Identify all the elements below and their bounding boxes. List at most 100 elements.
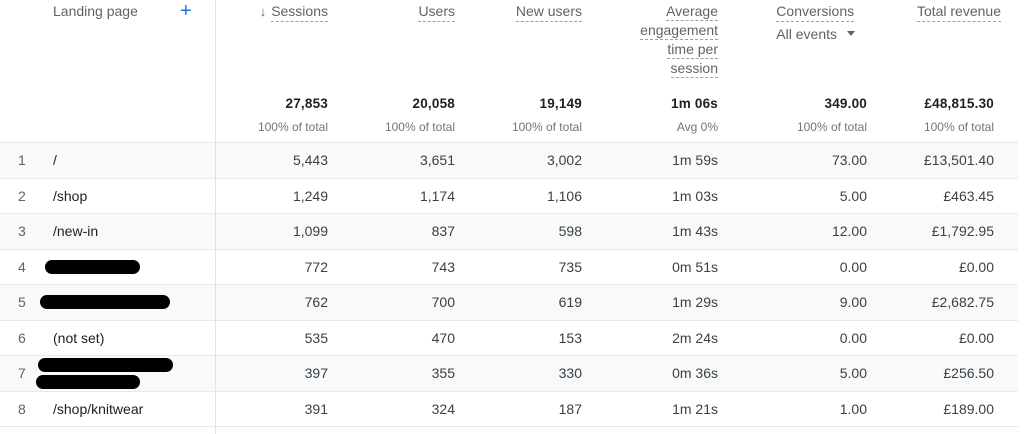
column-label-avg-engagement-line1: Average [666, 3, 718, 21]
table-row[interactable]: 4 772 743 735 0m 51s 0.00 £0.00 [0, 250, 1018, 285]
total-avg-engagement-sub: Avg 0% [676, 120, 718, 134]
row-number: 6 [18, 329, 26, 346]
table-row[interactable]: 7 397 355 330 0m 36s 5.00 £256.50 [0, 356, 1018, 392]
cell-sessions: 772 [304, 258, 328, 275]
column-header-conversions[interactable]: Conversions All events [776, 2, 855, 44]
total-users: 20,058 [412, 96, 455, 111]
landing-page-link[interactable]: /shop/knitwear [53, 400, 144, 417]
cell-avg-engagement: 1m 21s [672, 400, 718, 417]
row-number: 8 [18, 400, 26, 417]
conversion-event-selector[interactable]: All events [776, 25, 855, 44]
redaction-bar [40, 295, 170, 310]
cell-conversions: 5.00 [839, 187, 867, 204]
cell-new-users: 153 [558, 329, 582, 346]
cell-avg-engagement: 1m 03s [672, 187, 718, 204]
conversion-event-selector-value: All events [776, 26, 837, 42]
column-header-new-users[interactable]: New users [515, 2, 582, 22]
row-number: 5 [18, 294, 26, 311]
cell-total-revenue: £0.00 [958, 329, 994, 346]
cell-total-revenue: £189.00 [943, 400, 994, 417]
row-number: 1 [18, 152, 26, 169]
redaction-bar [36, 374, 140, 389]
table-body: 1 / 5,443 3,651 3,002 1m 59s 73.00 £13,5… [0, 143, 1018, 427]
dimension-header-landing-page[interactable]: Landing page [53, 3, 138, 19]
total-sessions-sub: 100% of total [257, 120, 328, 134]
redacted-landing-page[interactable] [0, 285, 215, 320]
column-header-users[interactable]: Users [418, 2, 455, 22]
cell-total-revenue: £1,792.95 [931, 223, 994, 240]
column-label-sessions: Sessions [271, 2, 328, 22]
redacted-landing-page[interactable] [0, 250, 215, 285]
sort-descending-arrow-icon[interactable]: ↓ [259, 4, 267, 19]
cell-new-users: 187 [558, 400, 582, 417]
cell-users: 355 [431, 365, 455, 382]
total-users-sub: 100% of total [384, 120, 455, 134]
table-row[interactable]: 5 762 700 619 1m 29s 9.00 £2,682.75 [0, 285, 1018, 321]
cell-sessions: 5,443 [292, 152, 328, 169]
cell-avg-engagement: 0m 51s [672, 258, 718, 275]
cell-total-revenue: £463.45 [943, 187, 994, 204]
row-number: 3 [18, 223, 26, 240]
cell-sessions: 1,099 [292, 223, 328, 240]
column-label-avg-engagement-line4: session [670, 60, 718, 78]
dropdown-caret-icon [847, 30, 855, 36]
cell-users: 324 [431, 400, 455, 417]
cell-conversions: 0.00 [839, 329, 867, 346]
column-header-sessions[interactable]: ↓ Sessions [260, 2, 328, 22]
cell-new-users: 330 [558, 365, 582, 382]
total-conversions: 349.00 [824, 96, 867, 111]
total-revenue: £48,815.30 [924, 96, 994, 111]
cell-avg-engagement: 1m 59s [672, 152, 718, 169]
column-label-avg-engagement-line2: engagement [640, 22, 718, 40]
cell-users: 1,174 [419, 187, 455, 204]
column-header-total-revenue[interactable]: Total revenue [916, 2, 1001, 22]
table-header: Landing page + ↓ Sessions Users New users… [0, 0, 1018, 143]
table-row[interactable]: 6 (not set) 535 470 153 2m 24s 0.00 £0.0… [0, 321, 1018, 356]
cell-conversions: 12.00 [831, 223, 867, 240]
cell-sessions: 535 [304, 329, 328, 346]
cell-new-users: 598 [558, 223, 582, 240]
cell-total-revenue: £13,501.40 [923, 152, 994, 169]
total-sessions: 27,853 [285, 96, 328, 111]
table-row[interactable]: 1 / 5,443 3,651 3,002 1m 59s 73.00 £13,5… [0, 143, 1018, 179]
cell-conversions: 9.00 [839, 294, 867, 311]
cell-total-revenue: £2,682.75 [931, 294, 994, 311]
column-label-total-revenue: Total revenue [916, 2, 1001, 22]
cell-users: 3,651 [419, 152, 455, 169]
landing-page-link[interactable]: (not set) [53, 329, 105, 346]
row-number: 7 [18, 365, 26, 382]
column-header-avg-engagement[interactable]: Average engagement time per session [608, 2, 718, 78]
column-label-users: Users [418, 2, 455, 22]
row-number: 4 [18, 258, 26, 275]
cell-sessions: 1,249 [292, 187, 328, 204]
cell-conversions: 73.00 [831, 152, 867, 169]
redacted-landing-page[interactable] [0, 356, 215, 391]
cell-conversions: 5.00 [839, 365, 867, 382]
cell-sessions: 397 [304, 365, 328, 382]
redaction-bar [38, 357, 173, 372]
cell-users: 743 [431, 258, 455, 275]
cell-users: 470 [431, 329, 455, 346]
cell-users: 837 [431, 223, 455, 240]
cell-avg-engagement: 1m 29s [672, 294, 718, 311]
landing-page-link[interactable]: /new-in [53, 223, 99, 240]
dimension-column-divider [215, 0, 216, 434]
cell-users: 700 [431, 294, 455, 311]
column-label-avg-engagement-line3: time per [667, 41, 718, 59]
cell-conversions: 0.00 [839, 258, 867, 275]
landing-page-link[interactable]: / [53, 152, 57, 169]
add-dimension-plus-icon[interactable]: + [180, 0, 192, 22]
cell-conversions: 1.00 [839, 400, 867, 417]
table-row[interactable]: 8 /shop/knitwear 391 324 187 1m 21s 1.00… [0, 392, 1018, 427]
cell-sessions: 762 [304, 294, 328, 311]
cell-new-users: 1,106 [546, 187, 582, 204]
landing-page-link[interactable]: /shop [53, 187, 88, 204]
total-revenue-sub: 100% of total [923, 120, 994, 134]
table-row[interactable]: 2 /shop 1,249 1,174 1,106 1m 03s 5.00 £4… [0, 179, 1018, 214]
redaction-bar [45, 259, 140, 274]
cell-sessions: 391 [304, 400, 328, 417]
table-row[interactable]: 3 /new-in 1,099 837 598 1m 43s 12.00 £1,… [0, 214, 1018, 250]
total-new-users: 19,149 [539, 96, 582, 111]
cell-avg-engagement: 2m 24s [672, 329, 718, 346]
